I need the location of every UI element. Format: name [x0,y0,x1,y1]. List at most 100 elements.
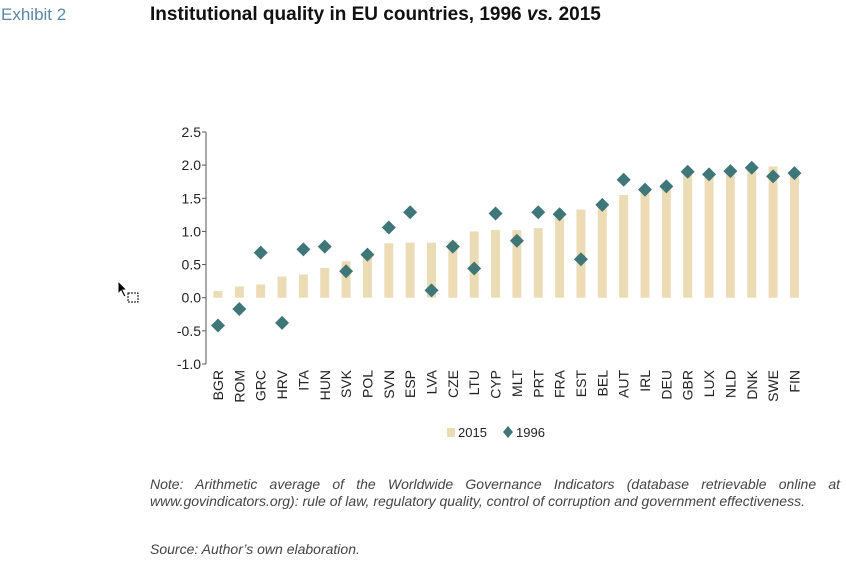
x-tick-label: HUN [317,370,333,400]
x-tick-label: CYP [488,370,504,399]
x-tick-label: CZE [445,370,461,398]
bar-2015-ROM [234,286,244,298]
marker-1996-ITA [296,242,311,257]
bars-2015 [213,166,799,298]
marker-1996-DNK [744,160,759,175]
bar-2015-IRL [640,190,650,298]
x-tick-label: POL [359,370,375,398]
marker-1996-POL [360,247,375,262]
y-tick-label: 2.5 [182,124,202,140]
bar-2015-SWE [768,166,778,298]
x-tick-label: MLT [509,370,525,397]
y-axis: -1.0 -0.5 0.0 0.5 1.0 1.5 2.0 2.5 [177,124,207,372]
bar-2015-POL [362,251,372,298]
title-vs: vs. [526,4,554,25]
bar-2015-PRT [533,228,543,298]
y-tick-label: 0.5 [182,257,202,273]
legend-swatch-1996 [503,426,513,438]
marker-1996-LUX [702,167,717,182]
marker-1996-LVA [424,283,439,298]
bar-2015-FRA [555,218,565,298]
bar-2015-GRC [256,284,266,298]
bar-2015-MLT [512,230,522,298]
bar-2015-LVA [427,242,436,298]
marker-1996-AUT [616,172,631,187]
bar-2015-HUN [320,267,330,298]
marker-1996-NLD [723,164,738,179]
marker-1996-BEL [595,197,610,212]
title-main: Institutional quality in EU countries, 1… [150,4,527,25]
x-tick-label: GRC [253,370,269,401]
bar-2015-CYP [491,230,501,298]
bar-2015-LUX [704,175,714,298]
marker-1996-ESP [403,205,418,220]
x-tick-label: ITA [295,369,311,390]
bar-2015-SVN [384,243,394,298]
title-end: 2015 [553,4,601,25]
bar-2015-SVK [341,261,351,298]
marker-1996-FIN [787,166,802,181]
marker-1996-BGR [211,318,225,333]
marker-1996-CYP [488,206,503,221]
y-tick-label: -0.5 [177,323,201,339]
exhibit-label: Exhibit 2 [1,5,67,24]
x-tick-label: GBR [680,370,696,400]
marker-1996-SWE [766,169,781,184]
marker-1996-SVN [381,220,396,235]
marker-1996-MLT [509,233,524,248]
x-tick-label: AUT [616,370,632,398]
note-text: Note: Arithmetic average of the Worldwid… [150,476,840,509]
x-tick-label: DEU [658,370,674,400]
marker-1996-EST [573,252,588,267]
bar-2015-BGR [213,291,223,298]
marker-1996-HRV [275,315,290,330]
x-tick-label: DNK [744,369,760,399]
bar-2015-CZE [448,241,458,298]
marker-1996-ROM [232,301,247,316]
bar-2015-BEL [597,208,607,298]
bar-2015-ESP [405,242,415,298]
markers-1996 [211,160,802,333]
y-tick-label: 0.0 [182,290,202,306]
marker-1996-SVK [339,264,354,279]
x-tick-label: FIN [786,370,802,393]
y-tick-label: 1.5 [182,190,202,206]
y-tick-label: -1.0 [177,356,201,372]
legend-swatch-2015 [447,428,455,437]
x-tick-label: HRV [274,369,290,399]
x-tick-label: EST [573,370,589,398]
marker-1996-HUN [317,239,332,254]
bar-2015-NLD [725,171,735,298]
x-tick-label: NLD [722,370,738,398]
x-tick-label: SWE [765,370,781,402]
legend-label-2015: 2015 [458,425,487,440]
marker-1996-LTU [467,261,482,276]
x-tick-label: LVA [424,369,440,394]
mouse-cursor-icon [116,279,142,311]
marker-1996-GBR [680,164,695,179]
marker-1996-DEU [659,179,674,194]
x-tick-label: FRA [552,369,568,398]
chart: -1.0 -0.5 0.0 0.5 1.0 1.5 2.0 2.5 BGR ROM GRC HRV I… [177,124,803,440]
marker-1996-IRL [638,182,652,197]
y-tick-label: 2.0 [182,157,202,173]
bar-2015-HRV [277,276,287,298]
source-text: Source: Author’s own elaboration. [150,541,360,557]
bar-2015-AUT [619,194,629,298]
bar-2015-FIN [789,173,799,298]
marker-1996-CZE [445,239,460,254]
x-tick-label: BEL [594,370,610,397]
x-axis-labels: BGR ROM GRC HRV ITA HUN SVK POL SVN ESP LVA CZE LTU C… [210,369,802,402]
x-tick-label: BGR [210,370,226,400]
bar-2015-DNK [747,168,757,298]
legend-label-1996: 1996 [516,425,545,440]
x-tick-label: IRL [637,370,653,392]
legend: 2015 1996 [447,425,545,440]
chart-title: Institutional quality in EU countries, 1… [150,4,601,26]
x-tick-label: SVK [338,369,354,398]
x-tick-label: SVN [381,370,397,399]
marker-1996-GRC [253,245,268,260]
x-tick-label: LUX [701,369,717,397]
x-tick-label: PRT [530,370,546,398]
bar-2015-DEU [661,188,671,298]
